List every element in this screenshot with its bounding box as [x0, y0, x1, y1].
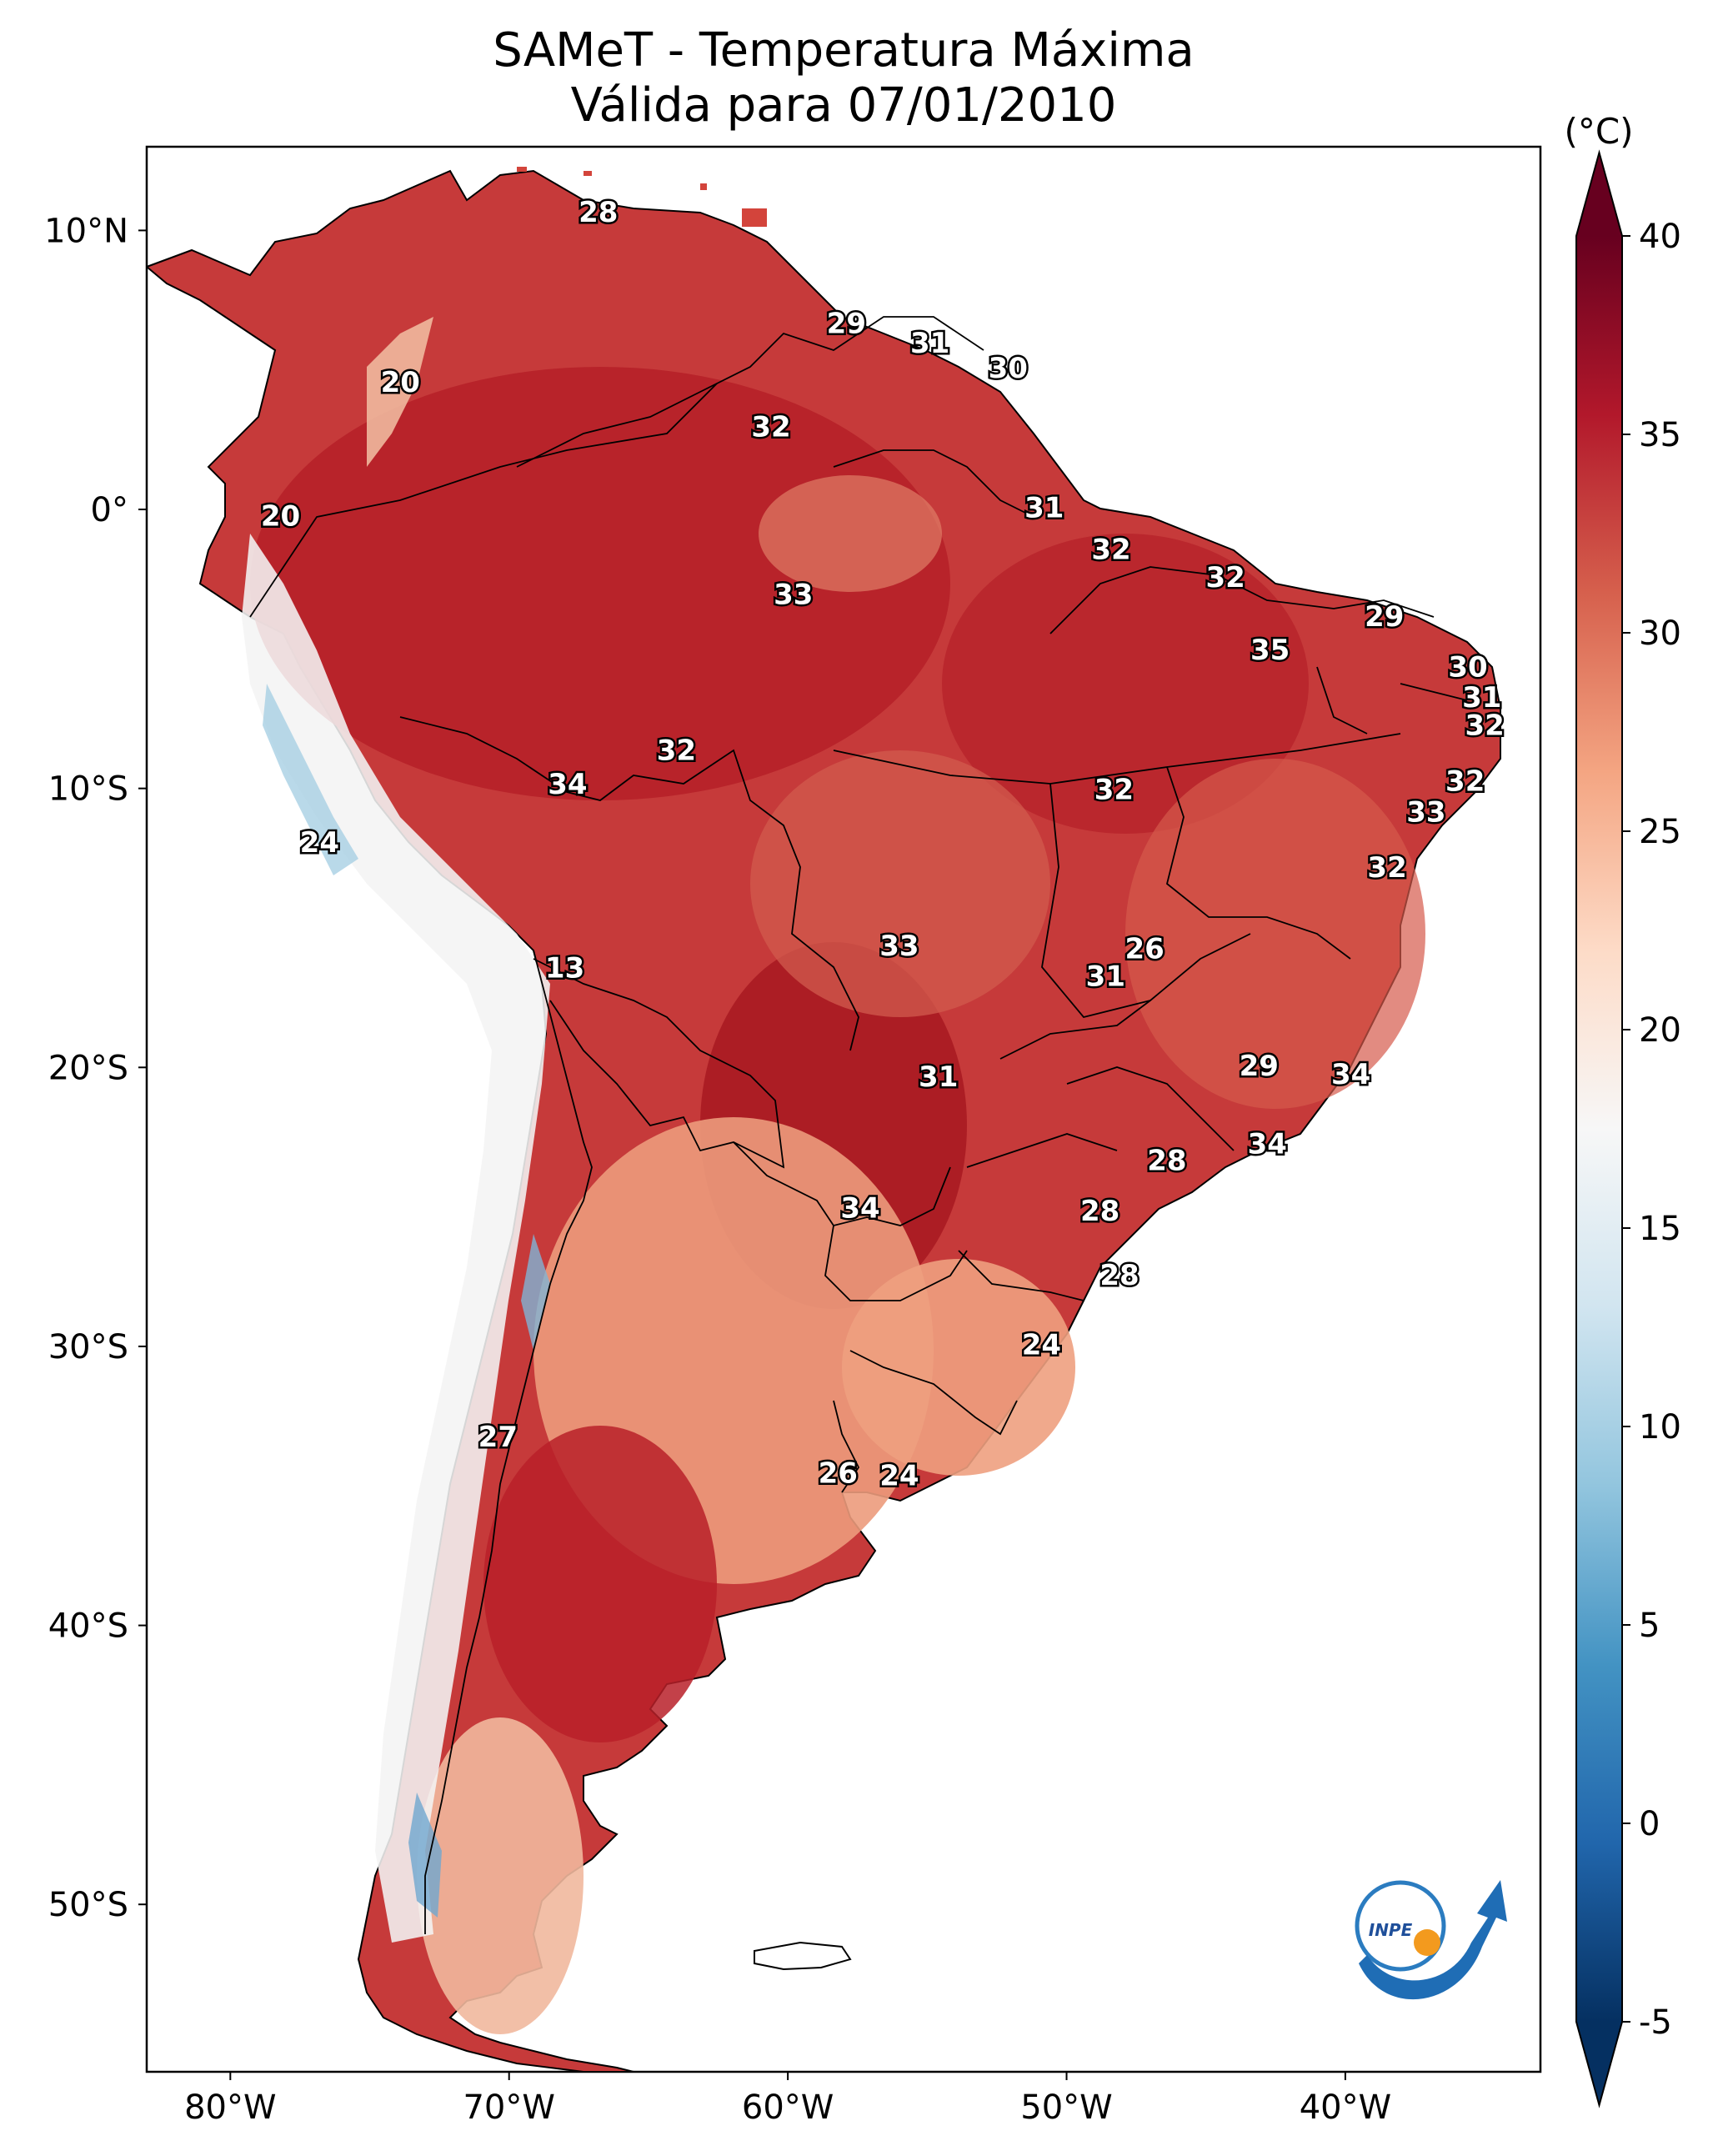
- temperature-label: 30: [1448, 650, 1487, 684]
- lat-tick-label: 50°S: [48, 1886, 128, 1924]
- colorbar-max-extension: [1576, 153, 1622, 236]
- colorbar-min-extension: [1576, 2022, 1622, 2105]
- colorbar-tick-label: 15: [1639, 1210, 1681, 1248]
- temperature-label: 26: [819, 1457, 858, 1490]
- falkland-islands: [754, 1941, 852, 1971]
- colorbar-unit: (°C): [1564, 111, 1633, 152]
- colorbar-body: [1576, 236, 1622, 2022]
- colorbar-tick-label: 5: [1639, 1607, 1660, 1645]
- temperature-label: 31: [1086, 960, 1125, 994]
- amazon-hot-zone: [250, 367, 950, 800]
- temperature-label: 30: [989, 352, 1028, 385]
- central-brazil-zone: [750, 750, 1050, 1017]
- temperature-label: 31: [1024, 492, 1064, 525]
- temperature-label: 32: [1091, 534, 1130, 567]
- temperature-label: 34: [840, 1191, 879, 1225]
- temperature-label: 33: [774, 578, 813, 611]
- lat-tick-label: 10°S: [48, 770, 128, 809]
- lat-tick-label: 30°S: [48, 1328, 128, 1366]
- colorbar-ticks: 40 35 30 25 20 15 10 5 0 -5: [1622, 218, 1681, 2042]
- colorbar: (°C) 40 35 30 25 20 15 10 5 0 -5: [1564, 111, 1681, 2108]
- colorbar-tick-label: -5: [1639, 2003, 1672, 2042]
- peru-andes-cold: [263, 684, 358, 875]
- temperature-label: 32: [1205, 561, 1245, 594]
- colorbar-tick-label: 0: [1639, 1805, 1660, 1843]
- temperature-label: 32: [751, 410, 790, 444]
- temperature-label: 24: [879, 1460, 919, 1493]
- lat-tick-label: 10°N: [44, 212, 128, 250]
- temperature-label: 35: [1250, 634, 1290, 667]
- temperature-label: 26: [1124, 932, 1164, 965]
- country-borders: [249, 316, 1468, 1934]
- south-brazil-zone: [842, 1259, 1075, 1476]
- temperature-label: 33: [1406, 795, 1445, 829]
- temperature-label: 24: [1022, 1328, 1061, 1361]
- temperature-label: 28: [579, 196, 618, 229]
- longitude-axis: 80°W 70°W 60°W 50°W 40°W: [184, 2072, 1391, 2127]
- temperature-label: 34: [1331, 1058, 1370, 1091]
- temperature-label: 33: [879, 930, 919, 963]
- temperature-label: 31: [919, 1060, 958, 1094]
- colorbar-tick-label: 30: [1639, 614, 1681, 653]
- northeast-hot-zone: [942, 534, 1309, 834]
- colorbar-tick-label: 10: [1639, 1408, 1681, 1447]
- colorbar-tick-label: 20: [1639, 1011, 1681, 1050]
- temperature-label: 32: [1445, 765, 1485, 798]
- lon-tick-label: 80°W: [184, 2088, 276, 2127]
- lon-tick-label: 40°W: [1300, 2088, 1391, 2127]
- temperature-label: 32: [1465, 709, 1504, 743]
- temperature-label: 24: [300, 826, 339, 860]
- temperature-label: 28: [1080, 1195, 1119, 1228]
- caribbean-islands: [517, 167, 767, 227]
- temperature-label: 29: [1365, 600, 1404, 634]
- central-andes-cold: [521, 1234, 550, 1351]
- colorbar-tick-label: 35: [1639, 416, 1681, 454]
- temperature-label: 31: [1462, 681, 1501, 714]
- lat-tick-label: 0°: [91, 491, 128, 529]
- andes-cool-strip: [242, 534, 550, 1943]
- temperature-label: 34: [1248, 1128, 1287, 1161]
- land-layer: [147, 167, 1501, 2072]
- temperature-label: 29: [827, 308, 866, 341]
- lon-tick-label: 70°W: [463, 2088, 554, 2127]
- temperature-label: 20: [261, 500, 300, 534]
- south-patagonia-zone: [417, 1717, 584, 2034]
- temperature-label: 32: [657, 735, 696, 768]
- temperature-label: 29: [1240, 1050, 1279, 1083]
- lon-tick-label: 60°W: [742, 2088, 834, 2127]
- temperature-label: 32: [1367, 851, 1406, 885]
- patagonia-hot-zone: [483, 1426, 717, 1742]
- temperature-label: 32: [1094, 774, 1134, 807]
- minas-zone: [1125, 759, 1425, 1109]
- logo-text: INPE: [1369, 1920, 1413, 1940]
- colorbar-tick-label: 40: [1639, 218, 1681, 256]
- map-subtitle: Válida para 07/01/2010: [570, 78, 1117, 133]
- temperature-label: 34: [548, 768, 587, 801]
- temperature-label: 27: [478, 1421, 518, 1454]
- lon-tick-label: 50°W: [1020, 2088, 1112, 2127]
- lat-tick-label: 20°S: [48, 1049, 128, 1087]
- colorbar-tick-label: 25: [1639, 813, 1681, 851]
- map-title: SAMeT - Temperatura Máxima: [493, 23, 1195, 78]
- temperature-label: 20: [381, 366, 420, 399]
- colombia-andes-cool: [367, 317, 433, 467]
- inpe-logo-icon: INPE: [1355, 1880, 1507, 2000]
- temperature-label: 31: [910, 327, 949, 360]
- temperature-label: 28: [1147, 1145, 1186, 1178]
- latitude-axis: 10°N 0° 10°S 20°S 30°S 40°S 50°S: [44, 212, 147, 1924]
- temperature-label: 13: [545, 952, 584, 985]
- lat-tick-label: 40°S: [48, 1607, 128, 1646]
- temperature-label: 28: [1099, 1259, 1139, 1292]
- amapa-cooler-zone: [759, 475, 942, 592]
- southern-andes-cold: [408, 1792, 442, 1918]
